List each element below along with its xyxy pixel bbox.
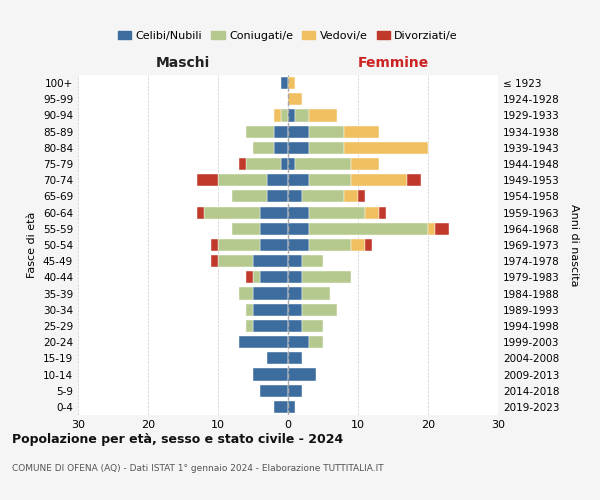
Bar (267, 190, 288, 202)
Bar (267, 174, 288, 186)
Bar (288, 272, 302, 283)
Bar (204, 206, 260, 218)
Bar (288, 239, 309, 251)
Bar (232, 190, 267, 202)
Bar (274, 110, 281, 122)
Bar (288, 222, 309, 235)
Bar (295, 110, 309, 122)
Bar (260, 206, 288, 218)
Bar (253, 142, 274, 154)
Bar (379, 206, 386, 218)
Bar (351, 174, 407, 186)
Bar (309, 239, 351, 251)
Bar (309, 206, 365, 218)
Bar (351, 158, 379, 170)
Bar (288, 126, 309, 138)
Bar (309, 110, 337, 122)
Bar (288, 384, 302, 397)
Bar (309, 174, 351, 186)
Bar (288, 336, 309, 348)
Bar (288, 158, 295, 170)
Bar (218, 239, 260, 251)
Bar (260, 384, 288, 397)
Bar (344, 126, 379, 138)
Bar (218, 174, 267, 186)
Bar (365, 239, 372, 251)
Bar (288, 142, 309, 154)
Bar (309, 222, 428, 235)
Bar (302, 255, 323, 268)
Bar (288, 77, 295, 89)
Bar (239, 288, 253, 300)
Bar (274, 126, 288, 138)
Bar (309, 126, 344, 138)
Bar (218, 255, 253, 268)
Bar (309, 142, 344, 154)
Legend: Celibi/Nubili, Coniugati/e, Vedovi/e, Divorziati/e: Celibi/Nubili, Coniugati/e, Vedovi/e, Di… (113, 26, 463, 45)
Bar (239, 158, 246, 170)
Bar (288, 288, 302, 300)
Bar (197, 206, 204, 218)
Bar (344, 142, 428, 154)
Bar (288, 401, 295, 413)
Bar (281, 110, 288, 122)
Text: Popolazione per età, sesso e stato civile - 2024: Popolazione per età, sesso e stato civil… (12, 432, 343, 446)
Bar (288, 110, 295, 122)
Bar (302, 304, 337, 316)
Bar (239, 336, 288, 348)
Text: Femmine: Femmine (358, 56, 428, 70)
Bar (253, 272, 260, 283)
Bar (211, 255, 218, 268)
Bar (288, 190, 302, 202)
Bar (407, 174, 421, 186)
Bar (197, 174, 218, 186)
Bar (232, 222, 260, 235)
Bar (302, 190, 344, 202)
Bar (295, 158, 351, 170)
Bar (288, 368, 316, 380)
Bar (260, 222, 288, 235)
Bar (246, 272, 253, 283)
Bar (435, 222, 449, 235)
Bar (358, 190, 365, 202)
Bar (288, 174, 309, 186)
Bar (260, 272, 288, 283)
Bar (288, 320, 302, 332)
Bar (288, 206, 309, 218)
Bar (274, 142, 288, 154)
Bar (246, 126, 274, 138)
Bar (274, 401, 288, 413)
Bar (253, 255, 288, 268)
Bar (302, 320, 323, 332)
Bar (246, 320, 253, 332)
Bar (246, 304, 253, 316)
Text: COMUNE DI OFENA (AQ) - Dati ISTAT 1° gennaio 2024 - Elaborazione TUTTITALIA.IT: COMUNE DI OFENA (AQ) - Dati ISTAT 1° gen… (12, 464, 383, 473)
Bar (281, 77, 288, 89)
Bar (253, 288, 288, 300)
Bar (281, 158, 288, 170)
Y-axis label: Fasce di età: Fasce di età (28, 212, 37, 278)
Bar (211, 239, 218, 251)
Bar (288, 93, 302, 106)
Bar (260, 239, 288, 251)
Bar (302, 288, 330, 300)
Text: Maschi: Maschi (156, 56, 210, 70)
Bar (288, 352, 302, 364)
Bar (253, 304, 288, 316)
Bar (351, 239, 365, 251)
Bar (344, 190, 358, 202)
Bar (253, 368, 288, 380)
Bar (253, 320, 288, 332)
Bar (428, 222, 435, 235)
Y-axis label: Anni di nascita: Anni di nascita (569, 204, 579, 286)
Bar (246, 158, 281, 170)
Bar (309, 336, 323, 348)
Bar (302, 272, 351, 283)
Bar (288, 304, 302, 316)
Bar (365, 206, 379, 218)
Bar (288, 255, 302, 268)
Bar (267, 352, 288, 364)
